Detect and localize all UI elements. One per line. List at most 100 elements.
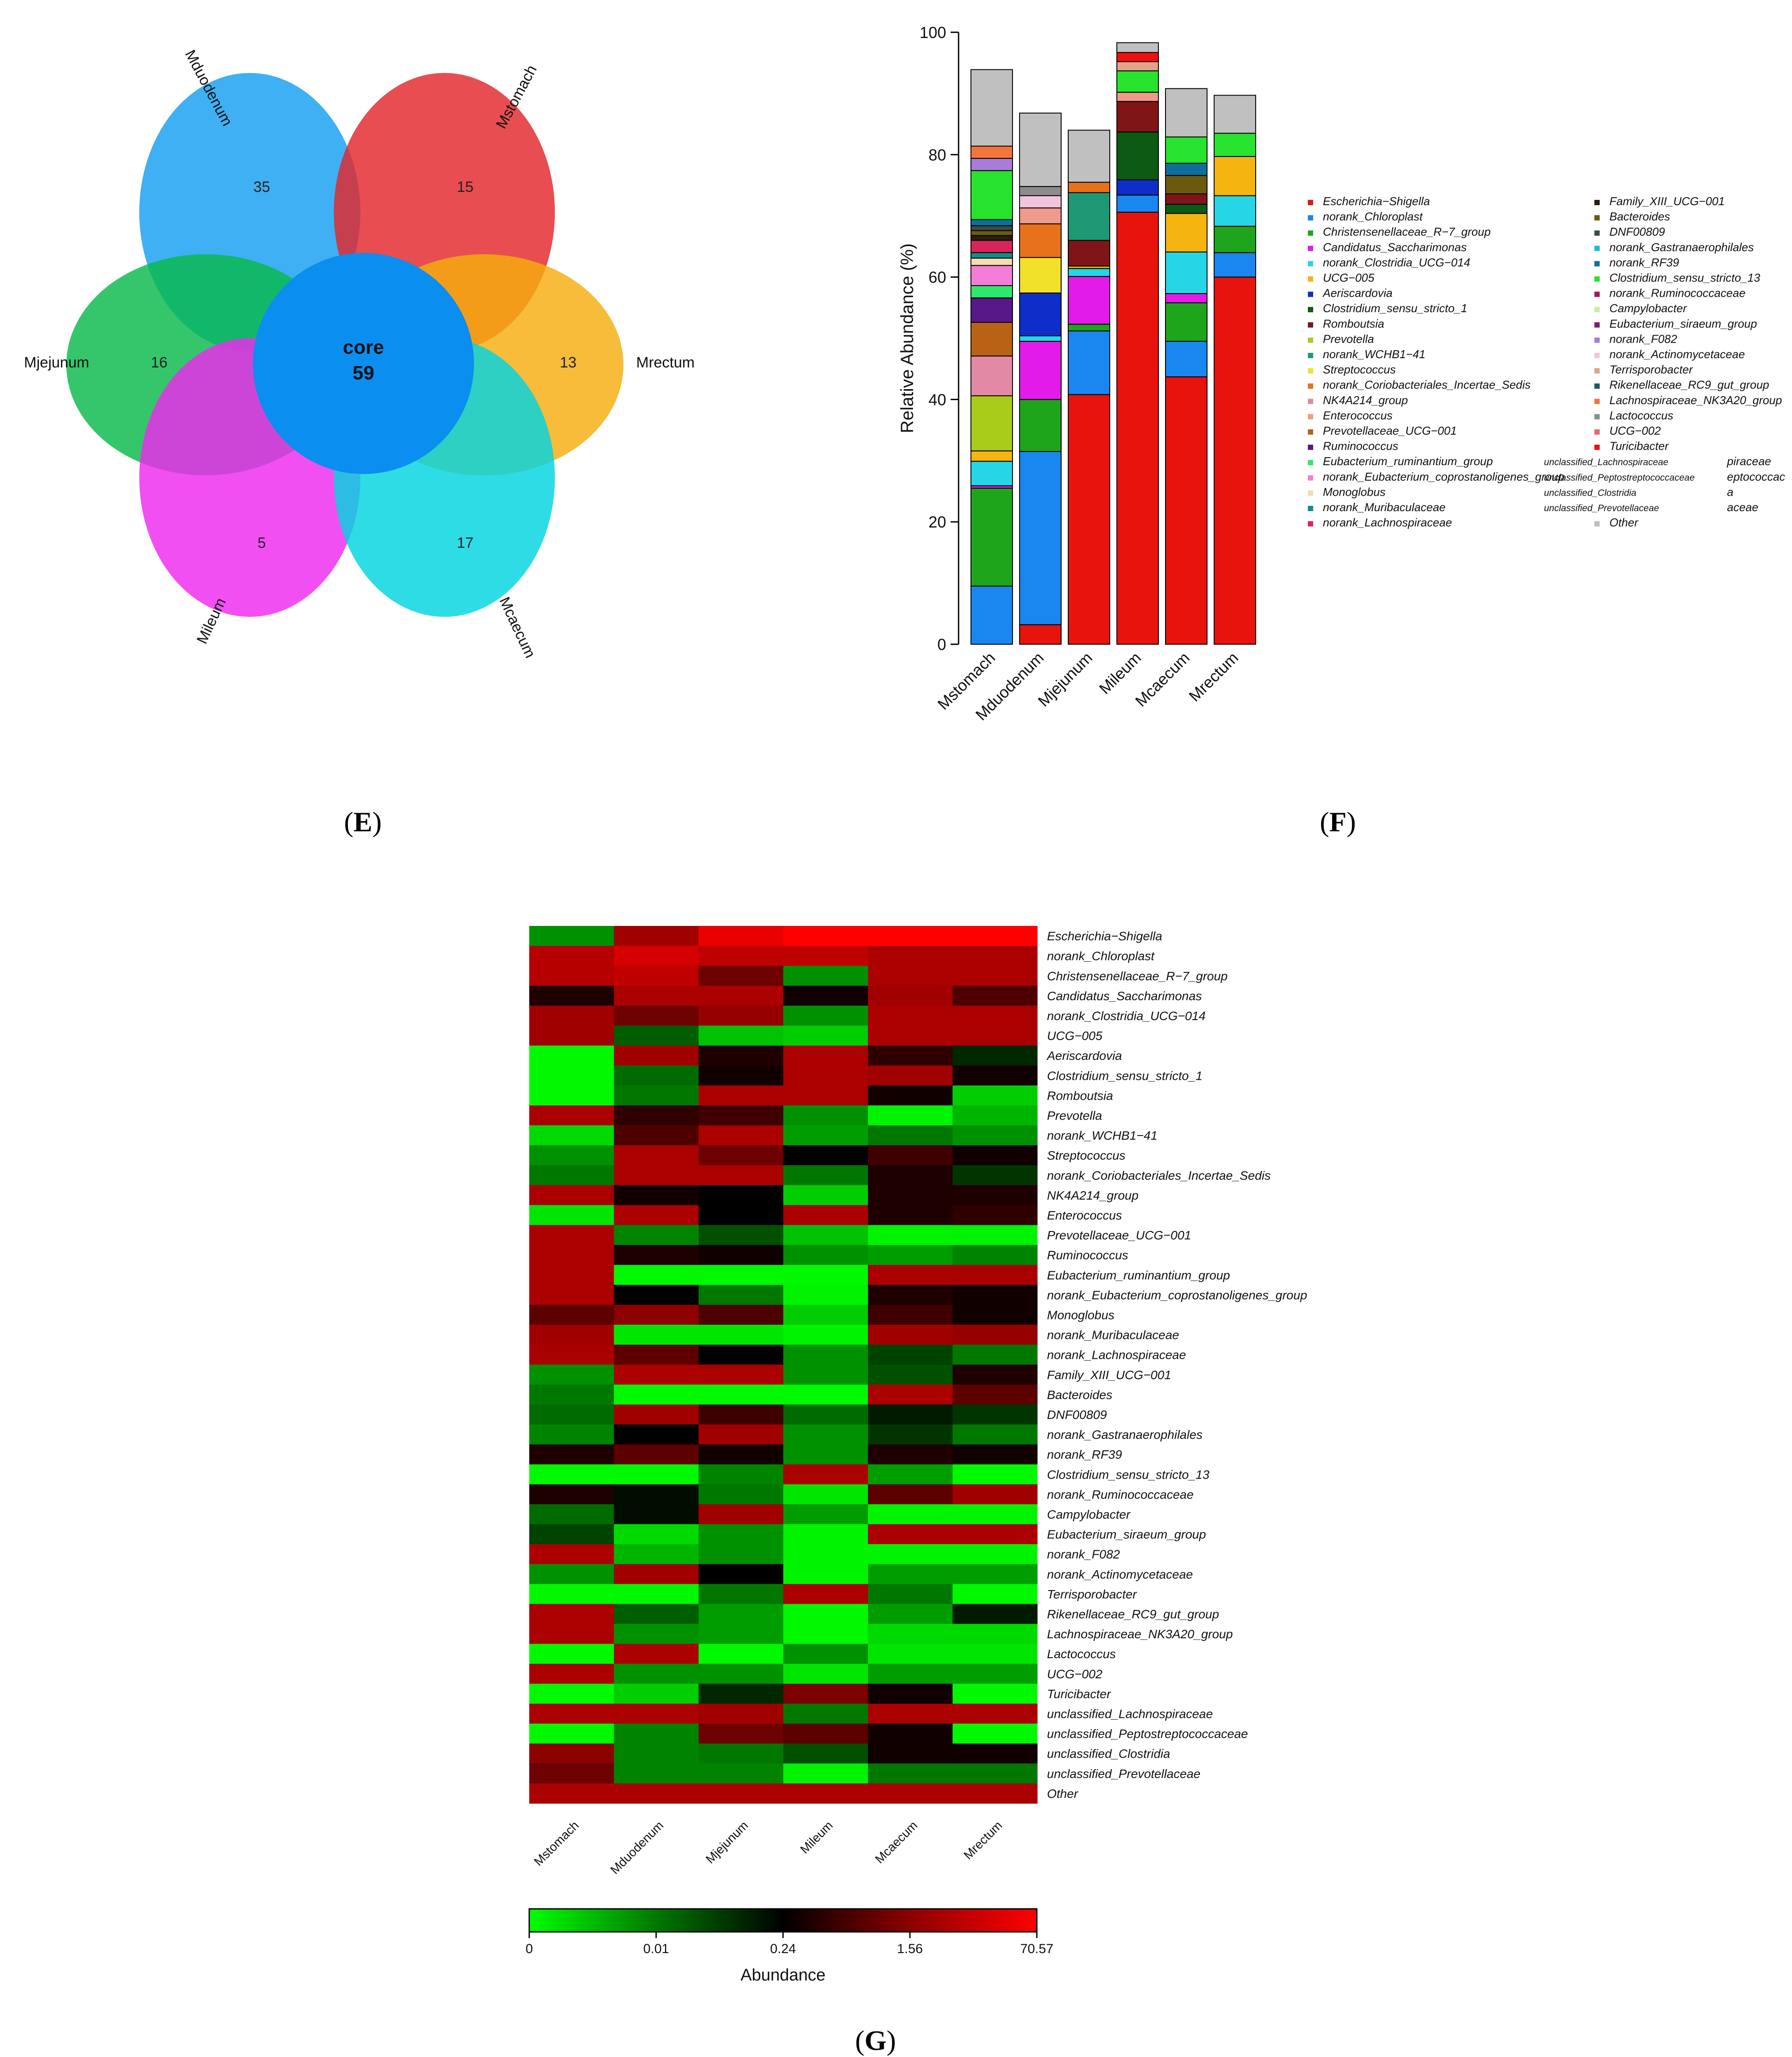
heatmap-row-label: norank_Eubacterium_coprostanoligenes_gro… — [1047, 1288, 1307, 1302]
legend-swatch — [1594, 291, 1600, 297]
heatmap-cell — [952, 1304, 1038, 1325]
legend-label: Prevotella — [1323, 332, 1374, 345]
panel-label-f: (F) — [1320, 806, 1356, 837]
heatmap-cell — [529, 1265, 615, 1285]
heatmap-cell — [699, 1165, 784, 1185]
heatmap-cell — [952, 926, 1038, 946]
heatmap-cell — [783, 1065, 868, 1086]
legend-label: norank_Eubacterium_coprostanoligenes_gro… — [1323, 470, 1564, 483]
bar-segment-mduodenum — [1019, 292, 1062, 336]
heatmap-cell — [614, 1165, 699, 1185]
heatmap-row-label: Romboutsia — [1047, 1089, 1113, 1102]
legend-label: Lachnospiraceae_NK3A20_group — [1609, 394, 1782, 407]
legend-label: Eubacterium_siraeum_group — [1609, 317, 1757, 330]
heatmap-cell — [868, 1165, 953, 1185]
heatmap-row-label: Lactococcus — [1047, 1647, 1116, 1661]
heatmap-row-label: Escherichia−Shigella — [1047, 929, 1162, 943]
legend-label: DNF00809 — [1609, 225, 1665, 238]
heatmap-cell — [529, 1763, 615, 1784]
venn-count-mjejunum: 16 — [151, 354, 168, 371]
bar-segment-mcaecum — [1165, 88, 1207, 138]
heatmap-cell — [699, 1365, 784, 1385]
heatmap-cell — [614, 1703, 699, 1724]
heatmap-cell — [699, 1225, 784, 1246]
heatmap-cell — [614, 1225, 699, 1246]
colorbar-title: Abundance — [741, 1966, 825, 1984]
heatmap-cell — [614, 1444, 699, 1465]
heatmap-row-label: norank_RF39 — [1047, 1448, 1122, 1461]
heatmap-cell — [529, 1564, 615, 1584]
bar-segment-mstomach — [971, 265, 1013, 286]
heatmap-cell — [699, 986, 784, 1006]
heatmap-cell — [699, 1624, 784, 1644]
heatmap-cell — [868, 1265, 953, 1285]
legend-label: norank_Muribaculaceae — [1323, 501, 1446, 514]
heatmap-cell — [868, 1185, 953, 1205]
legend-label: unclassified_Clostridia — [1544, 488, 1636, 498]
y-tick-label: 20 — [928, 513, 946, 531]
y-axis-title: Relative Abundance (%) — [898, 243, 917, 433]
heatmap-cell — [699, 1265, 784, 1285]
heatmap-cell — [952, 946, 1038, 966]
y-tick-label: 0 — [937, 635, 946, 654]
heatmap-cell — [529, 1125, 615, 1146]
heatmap-row-label: norank_Gastranaerophilales — [1047, 1428, 1203, 1441]
bar-segment-mileum — [1116, 92, 1159, 102]
heatmap-cell — [952, 1584, 1038, 1604]
heatmap-cell — [783, 1464, 868, 1485]
colorbar-gradient — [528, 1908, 1038, 1933]
heatmap-row-label: norank_Ruminococcaceae — [1047, 1487, 1194, 1501]
legend-swatch — [1594, 444, 1600, 450]
heatmap-row-label: Campylobacter — [1047, 1507, 1131, 1521]
legend-overflow-text: eptococcac — [1727, 470, 1785, 483]
colorbar-tick-label: 70.57 — [1020, 1942, 1053, 1956]
legend-swatch — [1308, 444, 1313, 450]
heatmap-cell — [783, 1743, 868, 1764]
heatmap-cell — [783, 1345, 868, 1365]
heatmap-cell — [699, 1524, 784, 1545]
heatmap-cell — [952, 1125, 1038, 1146]
bar-segment-mcaecum — [1165, 213, 1207, 252]
venn-count-mileum: 5 — [258, 535, 266, 551]
heatmap-row-label: norank_Clostridia_UCG−014 — [1047, 1009, 1206, 1023]
heatmap-cell — [952, 1225, 1038, 1246]
heatmap-row-label: Eubacterium_ruminantium_group — [1047, 1268, 1230, 1282]
heatmap-cell — [614, 1265, 699, 1285]
legend-label: Escherichia−Shigella — [1323, 195, 1430, 208]
legend-swatch — [1594, 245, 1600, 251]
legend-swatch — [1308, 245, 1313, 251]
heatmap-cell — [783, 1584, 868, 1604]
heatmap-cell — [952, 1025, 1038, 1046]
heatmap-cell — [868, 1544, 953, 1564]
heatmap-cell — [868, 1065, 953, 1086]
legend-label: norank_Ruminococcaceae — [1609, 287, 1746, 300]
bar-segment-mrectum — [1214, 276, 1256, 645]
legend-label: norank_WCHB1−41 — [1323, 348, 1425, 361]
venn-core-label: core — [343, 336, 384, 358]
heatmap-cell — [614, 1663, 699, 1684]
bar-segment-mduodenum — [1019, 399, 1062, 452]
heatmap-row-label: Enterococcus — [1047, 1208, 1122, 1222]
heatmap-cell — [868, 1504, 953, 1525]
heatmap-cell — [699, 1345, 784, 1365]
heatmap-cell — [952, 1724, 1038, 1744]
y-tick-label: 40 — [928, 390, 946, 409]
venn-set-label-mrectum: Mrectum — [636, 354, 695, 371]
heatmap-cell — [868, 1345, 953, 1365]
heatmap-cell — [614, 926, 699, 946]
heatmap-cell — [614, 1763, 699, 1784]
legend-swatch — [1594, 521, 1600, 527]
heatmap-cell — [529, 1245, 615, 1266]
heatmap-cell — [868, 1006, 953, 1026]
legend-swatch — [1594, 414, 1600, 420]
heatmap-cell — [952, 1325, 1038, 1345]
heatmap-cell — [699, 1763, 784, 1784]
legend-label: Eubacterium_ruminantium_group — [1323, 455, 1493, 468]
heatmap-cell — [529, 1085, 615, 1106]
legend-label: Monoglobus — [1323, 485, 1386, 498]
legend-label: Candidatus_Saccharimonas — [1323, 241, 1467, 254]
heatmap-row-label: norank_Actinomycetaceae — [1047, 1568, 1193, 1581]
heatmap-cell — [529, 1743, 615, 1764]
heatmap-cell — [868, 1085, 953, 1106]
heatmap-cell — [952, 1404, 1038, 1425]
